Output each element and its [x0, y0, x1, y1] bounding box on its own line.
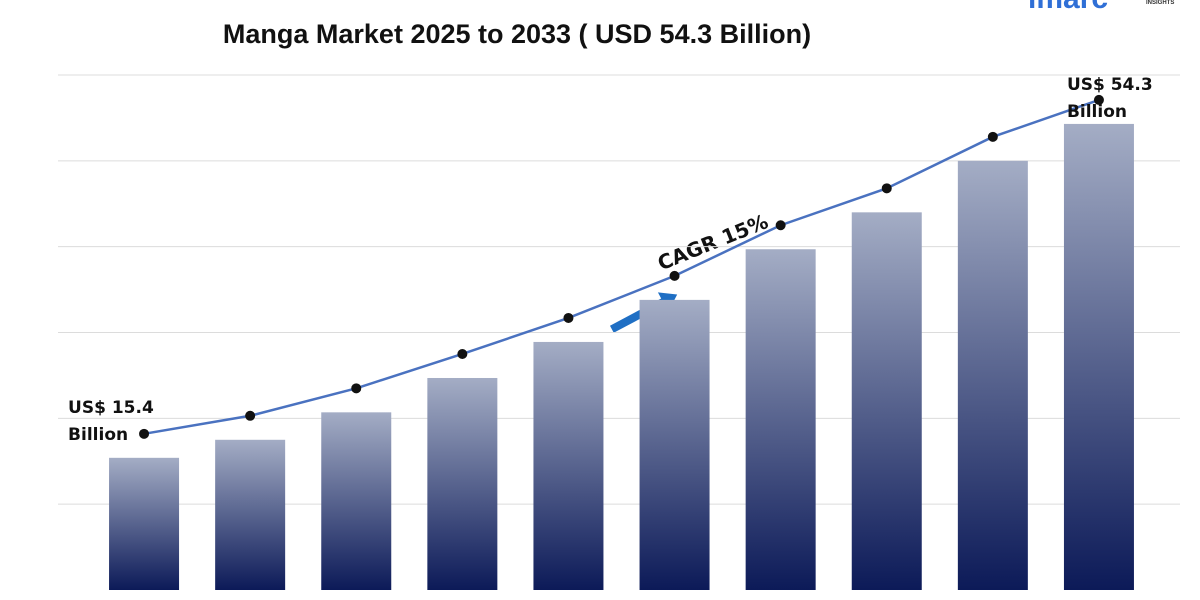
bar [639, 299, 710, 590]
bar [957, 160, 1028, 591]
bar [215, 439, 286, 590]
bar [533, 341, 604, 590]
trend-point [457, 348, 468, 359]
trend-line [143, 98, 1100, 436]
value-label: US$ 54.3 Billion [1066, 74, 1153, 122]
trend-point [881, 183, 892, 194]
trend-point [563, 312, 574, 323]
bar [427, 377, 498, 590]
logo: imarc [1028, 0, 1108, 15]
trend-point [775, 220, 786, 231]
logo-sub: INSIGHTS [1146, 0, 1174, 6]
bar [1063, 123, 1134, 591]
trend-point [351, 383, 362, 394]
bar [109, 457, 180, 590]
trend-point [245, 410, 256, 421]
trend-point [987, 131, 998, 142]
value-label: US$ 15.4 Billion [68, 397, 154, 445]
trend-point [1093, 94, 1104, 105]
chart-title: Manga Market 2025 to 2033 ( USD 54.3 Bil… [223, 19, 811, 49]
trend-point [139, 428, 150, 439]
bar [321, 412, 392, 590]
bar [851, 212, 922, 591]
trend-point [669, 270, 680, 281]
bar [745, 249, 816, 590]
